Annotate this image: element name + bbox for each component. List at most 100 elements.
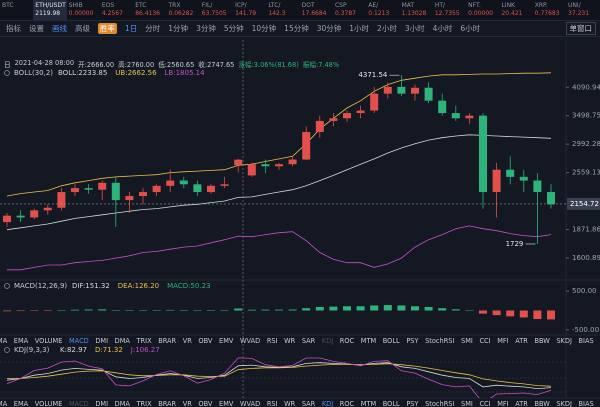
period-button[interactable]: 30分钟 (316, 24, 342, 33)
indicator-tab[interactable]: WR (284, 337, 296, 345)
indicator-tab[interactable]: MTM (360, 400, 377, 407)
period-button[interactable]: 10分钟 (251, 24, 277, 33)
ticker-item[interactable]: TRX 0.06282 (166, 0, 199, 20)
indicator-tab[interactable]: CCI (479, 337, 491, 345)
ticker-item[interactable]: FIL/63.7505 (200, 0, 233, 20)
indicator-tab[interactable]: VOLUME (34, 337, 63, 345)
indicator-tab[interactable]: ROC (339, 337, 355, 345)
ticker-item[interactable]: UNI/37.231 (566, 0, 599, 20)
indicator-tab[interactable]: TRIX (136, 400, 152, 407)
indicator-tab[interactable]: SMI (461, 400, 473, 407)
indicator-tab[interactable]: EMA (13, 337, 29, 345)
indicator-tab[interactable]: MACD (68, 337, 89, 345)
indicator-tab[interactable]: SAR (301, 337, 316, 345)
tool-button[interactable]: 设置 (29, 24, 44, 33)
indicator-tab[interactable]: RSI (266, 337, 278, 345)
ticker-item[interactable]: LINK 20.421 (499, 0, 532, 20)
period-button[interactable]: 1分钟 (168, 24, 189, 33)
ticker-item[interactable]: HT/12.7355 (433, 0, 466, 20)
indicator-tab[interactable]: StochRSI (425, 337, 455, 345)
indicator-tab[interactable]: MFI (497, 400, 509, 407)
indicator-tab[interactable]: VR (182, 337, 192, 345)
period-button[interactable]: 1小时 (349, 24, 370, 33)
indicator-tab[interactable]: SKDJ (556, 337, 572, 345)
tool-button[interactable]: 指标 (6, 24, 21, 33)
indicator-tab[interactable]: PSY (406, 400, 419, 407)
macd-bar (438, 308, 447, 311)
indicator-tab[interactable]: EMV (219, 400, 234, 407)
period-button[interactable]: 5分钟 (223, 24, 244, 33)
indicator-tab[interactable]: BRAR (158, 400, 177, 407)
indicator-tab[interactable]: ATR (515, 337, 528, 345)
ticker-item[interactable]: ETH/USDT 2119.98 (33, 0, 67, 20)
ticker-item[interactable]: XRP. 0.77683 (533, 0, 566, 20)
period-button[interactable]: 15分钟 (284, 24, 309, 33)
ticker-item[interactable]: NFT. 0.00000 (466, 0, 499, 20)
period-button[interactable]: 4小时 (432, 24, 453, 33)
indicator-tab[interactable]: MTM (360, 337, 377, 345)
indicator-tab[interactable]: CCI (479, 400, 491, 407)
indicator-tab[interactable]: ROC (339, 400, 355, 407)
ticker-item[interactable]: EOS 4.2567 (100, 0, 133, 20)
indicator-tab[interactable]: SKDJ (556, 400, 572, 407)
indicator-tab[interactable]: BBW (534, 337, 550, 345)
indicator-tab[interactable]: KDJ (321, 337, 334, 345)
macd-bar (84, 309, 93, 311)
eye-icon[interactable] (4, 70, 10, 76)
indicator-tab[interactable]: EMA (13, 400, 29, 407)
indicator-tab[interactable]: BOLL (382, 400, 400, 407)
indicator-tab[interactable]: WR (284, 400, 296, 407)
indicator-tab[interactable]: DMA (114, 400, 130, 407)
indicator-tab[interactable]: DMI (95, 400, 109, 407)
period-button[interactable]: 3分钟 (196, 24, 216, 33)
indicator-tab[interactable]: OBV (198, 400, 213, 407)
indicator-tab[interactable]: BOLL (382, 337, 400, 345)
indicator-tab[interactable]: MA (0, 337, 8, 345)
indicator-tab[interactable]: DMA (114, 337, 130, 345)
indicator-tab[interactable]: BIAS (578, 337, 594, 345)
tool-button[interactable]: 胜率 (98, 23, 117, 34)
macd-bar (370, 305, 379, 311)
ticker-item[interactable]: MAT 1.13028 (400, 0, 433, 20)
indicator-tab[interactable]: MFI (497, 337, 509, 345)
eye-icon[interactable] (4, 283, 10, 289)
indicator-tab[interactable]: VOLUME (34, 400, 63, 407)
ticker-item[interactable]: BTC (0, 0, 33, 20)
ticker-item[interactable]: CSP 0.3787 (333, 0, 366, 20)
ticker-item[interactable]: DOT 17.6684 (300, 0, 333, 20)
indicator-tab[interactable]: MACD (68, 400, 89, 407)
indicator-tab[interactable]: ATR (515, 400, 528, 407)
indicator-tab[interactable]: WVAD (240, 400, 261, 407)
indicator-tab[interactable]: PSY (406, 337, 419, 345)
indicator-tab[interactable]: MA (0, 400, 8, 407)
window-select[interactable]: 单窗口 (565, 22, 596, 35)
period-button[interactable]: 3小时 (404, 24, 425, 33)
eye-icon[interactable] (4, 347, 10, 353)
indicator-tab[interactable]: RSI (266, 400, 278, 407)
indicator-tab[interactable]: DMI (95, 337, 109, 345)
low-label: 1729 (506, 240, 524, 248)
indicator-tab[interactable]: TRIX (136, 337, 152, 345)
ticker-item[interactable]: ETC 86.4136 (133, 0, 166, 20)
tool-button[interactable]: 高级 (75, 24, 90, 33)
indicator-tab[interactable]: BIAS (578, 400, 594, 407)
ticker-item[interactable]: SHIB 0.00000 (67, 0, 100, 20)
indicator-tab[interactable]: KDJ (321, 400, 334, 407)
ticker-item[interactable]: ICP/141.79 (233, 0, 266, 20)
indicator-tab[interactable]: EMV (219, 337, 234, 345)
period-button[interactable]: 2小时 (377, 24, 397, 33)
indicator-tab[interactable]: SAR (301, 400, 316, 407)
indicator-tab[interactable]: StochRSI (425, 400, 455, 407)
tool-button[interactable]: 画线 (52, 24, 67, 33)
interval-select[interactable]: 1日 (125, 24, 138, 33)
period-button[interactable]: 6小时 (460, 24, 481, 33)
indicator-tab[interactable]: OBV (198, 337, 213, 345)
indicator-tab[interactable]: SMI (461, 337, 473, 345)
ticker-item[interactable]: AE/0.1213 (366, 0, 399, 20)
period-button[interactable]: 分时 (145, 24, 161, 33)
indicator-tab[interactable]: BBW (534, 400, 550, 407)
ticker-item[interactable]: LTC/142.3 (266, 0, 299, 20)
indicator-tab[interactable]: BRAR (158, 337, 177, 345)
indicator-tab[interactable]: VR (182, 400, 192, 407)
indicator-tab[interactable]: WVAD (240, 337, 261, 345)
